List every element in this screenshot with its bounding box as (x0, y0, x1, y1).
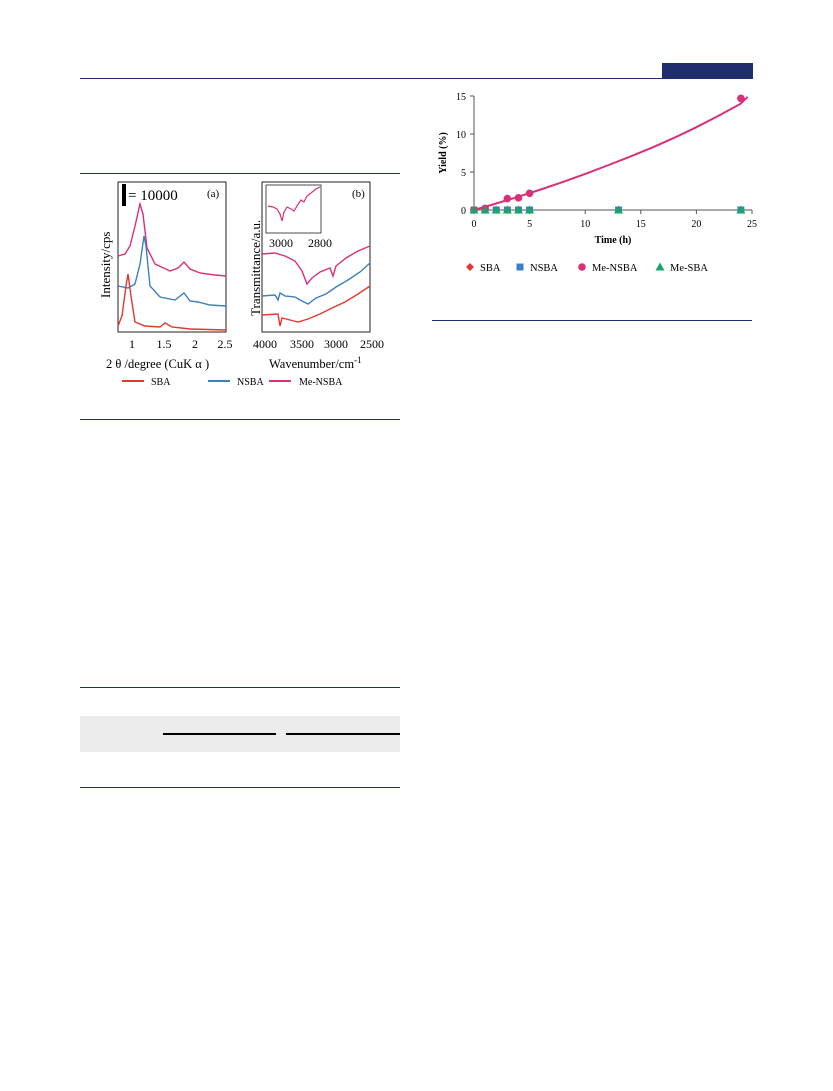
xrd-curve-nsba (117, 235, 227, 307)
xtick-b-1: 4000 (253, 337, 277, 351)
panel-a-label: (a) (207, 188, 220, 200)
point-me-sba (469, 205, 479, 214)
xtick-b-3: 3000 (324, 337, 348, 351)
scale-bar-label: = 10000 (128, 188, 178, 204)
y-tick-label: 10 (456, 130, 466, 141)
legend-label-me-nsba: Me-NSBA (299, 377, 343, 388)
x-axis-label: Time (h) (595, 235, 632, 246)
xrd-curve-me-nsba (117, 201, 227, 277)
chart-bottom-rule (432, 320, 752, 321)
xtick-a-3: 2 (192, 337, 198, 351)
point-me-nsba (737, 94, 745, 103)
point-me-sba (513, 205, 523, 214)
y-tick-label: 5 (461, 168, 466, 179)
xtick-a-4: 2.5 (218, 337, 233, 351)
xtick-b-2: 3500 (290, 337, 314, 351)
panel-b-label: (b) (352, 188, 365, 200)
inset-xtick-2: 2800 (308, 236, 332, 250)
point-me-sba (480, 205, 490, 214)
legend-label-sba: SBA (480, 263, 501, 274)
table-span-line-1 (163, 733, 276, 735)
legend-marker-me-nsba (578, 263, 586, 271)
chart-marks (466, 94, 746, 271)
xrd-curve-sba (117, 273, 227, 331)
fit-curve-me-nsba (473, 96, 749, 211)
point-me-sba (525, 205, 535, 214)
ylabel-b: Transmittance/a.u. (248, 220, 263, 316)
xrd-ir-figure: = 10000 (a) Intensity/cps 1 1.5 2 2.5 2 … (98, 181, 384, 388)
legend-marker-nsba (516, 263, 524, 271)
point-me-nsba (514, 194, 523, 202)
point-me-nsba (525, 189, 534, 198)
panel-a-frame (117, 181, 227, 333)
x-tick-label: 0 (472, 219, 477, 230)
x-tick-label: 25 (747, 219, 757, 230)
y-axis-label: Yield (%) (438, 132, 449, 174)
ir-curve-me-nsba (261, 245, 371, 286)
legend-label-me-nsba: Me-NSBA (592, 263, 638, 274)
header-bar (662, 63, 753, 78)
ir-curve-sba (261, 285, 371, 327)
x-tick-label: 15 (636, 219, 646, 230)
table-span-line-2 (286, 733, 400, 735)
xlabel-b-text: Wavenumber/cm (269, 357, 354, 371)
x-tick-label: 5 (527, 219, 532, 230)
table-top-rule (80, 687, 400, 688)
ir-curve-nsba (261, 262, 371, 305)
table-bottom-rule (80, 787, 400, 788)
xlabel-b-sup: -1 (354, 355, 362, 365)
inset-curve (267, 186, 321, 222)
xtick-a-1: 1 (129, 337, 135, 351)
point-me-nsba (503, 194, 512, 203)
legend-label-nsba: NSBA (237, 377, 264, 388)
xlabel-b: Wavenumber/cm-1 (269, 355, 362, 371)
chart-fit (473, 96, 749, 211)
point-me-sba (502, 205, 512, 214)
figure-bottom-rule (80, 419, 400, 420)
legend-label-sba: SBA (151, 377, 171, 388)
y-tick-label: 15 (456, 92, 466, 103)
xtick-a-2: 1.5 (157, 337, 172, 351)
legend-marker-sba (466, 263, 474, 271)
scale-bar (122, 184, 126, 206)
x-tick-label: 20 (691, 219, 701, 230)
point-me-sba (736, 205, 746, 214)
header-rule (80, 78, 753, 79)
panel-b-frame (261, 181, 371, 333)
yield-chart: 0 5 10 15 0 5 10 15 20 25 Time (h) Yield (%) SBA NSB… (438, 92, 757, 274)
inset-xtick-1: 3000 (269, 236, 293, 250)
chart-legend: SBA NSBA Me-NSBA Me-SBA (480, 263, 708, 274)
x-tick-label: 10 (580, 219, 590, 230)
xlabel-a: 2 θ /degree (CuK α ) (106, 357, 209, 371)
legend-label-me-sba: Me-SBA (670, 263, 708, 274)
y-tick-label: 0 (461, 206, 466, 217)
xtick-b-4: 2500 (360, 337, 384, 351)
ylabel-a: Intensity/cps (98, 232, 113, 298)
figure-top-rule (80, 173, 400, 174)
point-me-sba (614, 205, 624, 214)
point-me-sba (491, 205, 501, 214)
legend-marker-me-sba (655, 262, 665, 271)
legend-label-nsba: NSBA (530, 263, 558, 274)
